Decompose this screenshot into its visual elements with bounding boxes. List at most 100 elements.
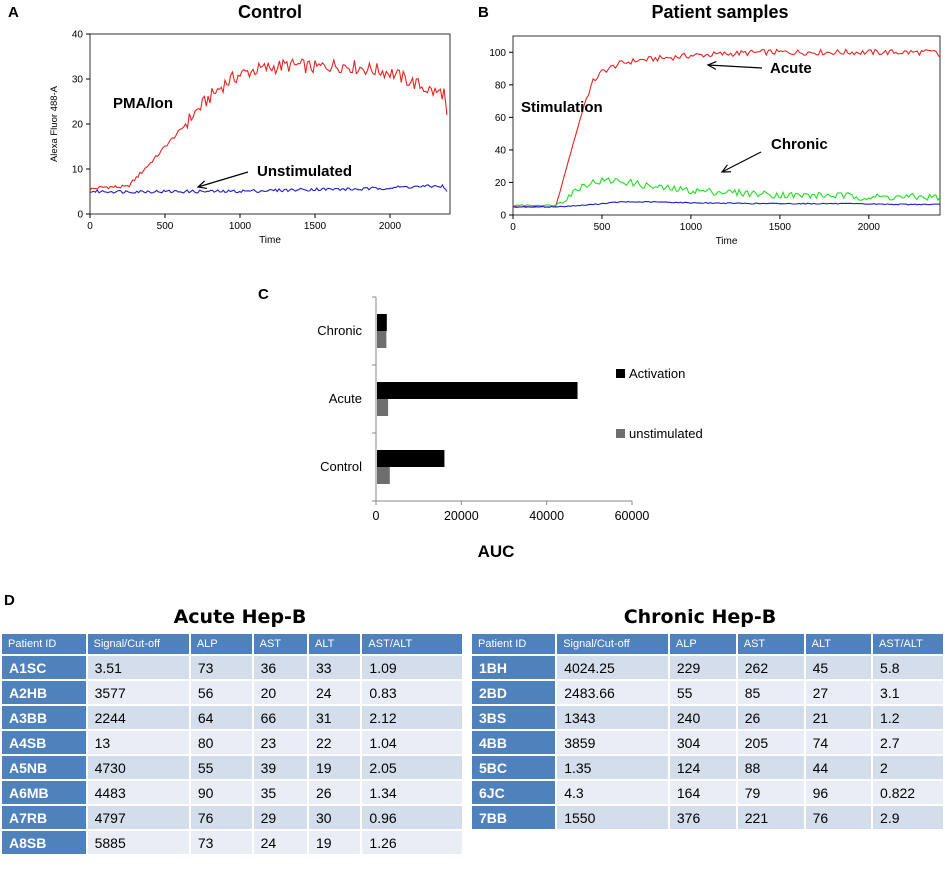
x-tick-label: 500	[157, 221, 174, 232]
table-cell: 0.822	[873, 781, 943, 804]
patient-id-cell: A5NB	[2, 756, 86, 779]
table-cell: 262	[737, 656, 804, 679]
table-cell: 76	[805, 806, 872, 829]
x-tick-label: 60000	[615, 509, 650, 523]
table-cell: 56	[190, 681, 252, 704]
y-tick-label: 20	[495, 178, 507, 189]
table-row: A4SB 13 80 23 22 1.04	[2, 731, 462, 754]
column-header: ALP	[190, 634, 252, 654]
table-cell: 2483.66	[557, 681, 668, 704]
category-label-chronic: Chronic	[317, 323, 362, 338]
table-cell: 229	[669, 656, 736, 679]
annotation-arrow-head	[720, 164, 732, 173]
y-tick-label: 10	[72, 165, 84, 176]
table-cell: 74	[805, 731, 872, 754]
patient-id-cell: 2BD	[472, 681, 556, 704]
table-row: A8SB 5885 73 24 19 1.26	[2, 831, 462, 854]
column-header: ALT	[805, 634, 872, 654]
table-cell: 66	[253, 706, 308, 729]
series-line-pma-ion	[89, 57, 448, 191]
legend-swatch-unstimulated	[616, 429, 625, 438]
category-label-acute: Acute	[329, 391, 362, 406]
y-tick-label: 30	[72, 75, 84, 86]
table-row: 3BS 1343 240 26 21 1.2	[472, 706, 943, 729]
annotation-arrow-line	[197, 171, 249, 188]
column-header: AST	[253, 634, 308, 654]
table-cell: 221	[737, 806, 804, 829]
column-header: Signal/Cut-off	[557, 634, 668, 654]
bar-control-activation	[377, 450, 445, 467]
x-tick-label: 2000	[379, 221, 402, 232]
x-tick-label: 2000	[858, 222, 881, 233]
table-cell: 3859	[557, 731, 668, 754]
panel-d-letter: D	[4, 592, 15, 609]
patient-id-cell: A8SB	[2, 831, 86, 854]
table-cell: 124	[669, 756, 736, 779]
patient-id-cell: 1BH	[472, 656, 556, 679]
table-cell: 85	[737, 681, 804, 704]
column-header: ALP	[669, 634, 736, 654]
table-header-row: Patient ID Signal/Cut-off ALP AST ALT AST/ALT	[472, 634, 943, 654]
x-axis-label-auc: AUC	[478, 542, 515, 561]
legend-swatch-activation	[616, 369, 625, 378]
patient-id-cell: 3BS	[472, 706, 556, 729]
series-line-unstimulated	[89, 183, 448, 194]
table-cell: 23	[253, 731, 308, 754]
column-header: ALT	[309, 634, 361, 654]
table-cell: 4.3	[557, 781, 668, 804]
table-cell: 64	[190, 706, 252, 729]
table-row: 4BB 3859 304 205 74 2.7	[472, 731, 943, 754]
x-tick-label: 0	[373, 509, 380, 523]
chart-b-patient-samples: 0 500 1000 1500 2000 0 20 40 60 80 100 Time Stimulat…	[489, 35, 941, 247]
table-cell: 5.8	[873, 656, 943, 679]
legend-label-activation: Activation	[629, 366, 685, 381]
bar-chronic-activation	[377, 314, 387, 331]
table-cell: 4797	[87, 806, 189, 829]
table-cell: 0.96	[362, 806, 462, 829]
x-tick-label: 0	[510, 222, 516, 233]
annotation-unstimulated: Unstimulated	[257, 163, 352, 180]
table-cell: 55	[669, 681, 736, 704]
table-cell: 205	[737, 731, 804, 754]
y-tick-label: 20	[72, 120, 84, 131]
column-header: Patient ID	[472, 634, 556, 654]
table-cell: 29	[253, 806, 308, 829]
bar-chronic-unstimulated	[377, 331, 387, 348]
table-cell: 96	[805, 781, 872, 804]
bar-acute-activation	[377, 382, 578, 399]
table-row: A7RB 4797 76 29 30 0.96	[2, 806, 462, 829]
bar-acute-unstimulated	[377, 399, 389, 416]
table-row: 1BH 4024.25 229 262 45 5.8	[472, 656, 943, 679]
patient-id-cell: A1SC	[2, 656, 86, 679]
table-cell: 2.05	[362, 756, 462, 779]
y-tick-label: 0	[77, 210, 83, 221]
table-cell: 26	[737, 706, 804, 729]
y-tick-label: 100	[489, 48, 506, 59]
x-tick-label: 20000	[444, 509, 479, 523]
y-tick-label: 40	[72, 30, 84, 41]
annotation-stimulation: Stimulation	[521, 99, 603, 116]
annotation-chronic: Chronic	[771, 136, 828, 153]
table-cell: 2.9	[873, 806, 943, 829]
table-cell: 0.83	[362, 681, 462, 704]
table-cell: 304	[669, 731, 736, 754]
table-cell: 2244	[87, 706, 189, 729]
table-cell: 1.35	[557, 756, 668, 779]
category-label-control: Control	[320, 459, 362, 474]
y-tick-label: 60	[495, 113, 507, 124]
acute-hep-b-table: Patient ID Signal/Cut-off ALP AST ALT AST/ALT…	[0, 632, 464, 856]
panel-c-letter: C	[258, 286, 269, 303]
table-cell: 22	[309, 731, 361, 754]
x-tick-label: 1500	[304, 221, 327, 232]
table-cell: 24	[309, 681, 361, 704]
table-cell: 1.34	[362, 781, 462, 804]
table-cell: 376	[669, 806, 736, 829]
table-cell: 20	[253, 681, 308, 704]
x-tick-label: 40000	[529, 509, 564, 523]
series-line-acute	[512, 48, 941, 208]
x-axis-label: Time	[259, 235, 281, 246]
patient-id-cell: A3BB	[2, 706, 86, 729]
table-cell: 76	[190, 806, 252, 829]
table-cell: 3.51	[87, 656, 189, 679]
table-row: A3BB 2244 64 66 31 2.12	[2, 706, 462, 729]
